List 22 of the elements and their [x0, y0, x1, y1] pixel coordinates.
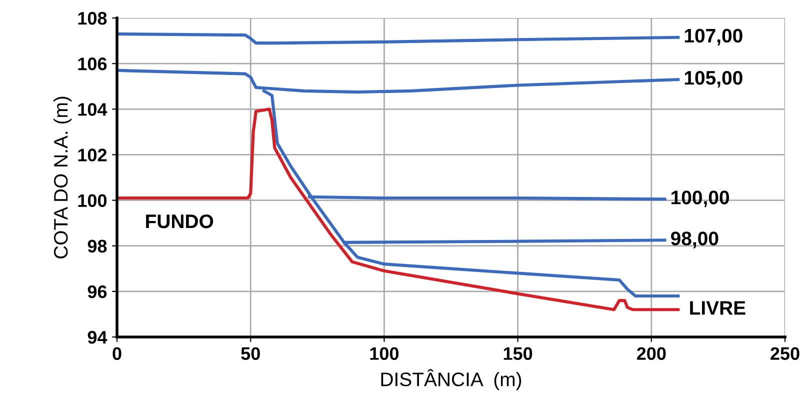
x-tick-label: 200: [636, 347, 666, 360]
x-tick-label: 50: [241, 347, 260, 360]
x-tick-label: 250: [770, 347, 800, 360]
y-tick-label: 96: [88, 285, 107, 298]
y-tick-label: 100: [78, 194, 107, 208]
y-axis-title: COTA DO N.A. (m): [53, 96, 72, 258]
series-label: FUNDO: [146, 214, 214, 228]
y-tick-label: 94: [88, 330, 108, 344]
series-label: 107,00: [684, 28, 742, 46]
x-tick-label: 100: [370, 347, 399, 360]
x-tick-label: 150: [504, 347, 532, 360]
y-tick-label: 108: [78, 12, 107, 25]
x-axis-title: DISTÂNCIA (m): [381, 369, 522, 390]
y-tick-label: 106: [78, 58, 107, 70]
y-tick-label: 102: [78, 148, 107, 162]
series-label: 98,00: [670, 232, 718, 248]
series-label: 100,00: [672, 190, 729, 208]
y-tick-label: 98: [88, 240, 107, 253]
x-tick-label: 0: [112, 347, 122, 360]
series-label: 105,00: [684, 70, 742, 88]
y-tick-label: 104: [78, 103, 108, 116]
annotation: LIVRE: [690, 301, 746, 315]
